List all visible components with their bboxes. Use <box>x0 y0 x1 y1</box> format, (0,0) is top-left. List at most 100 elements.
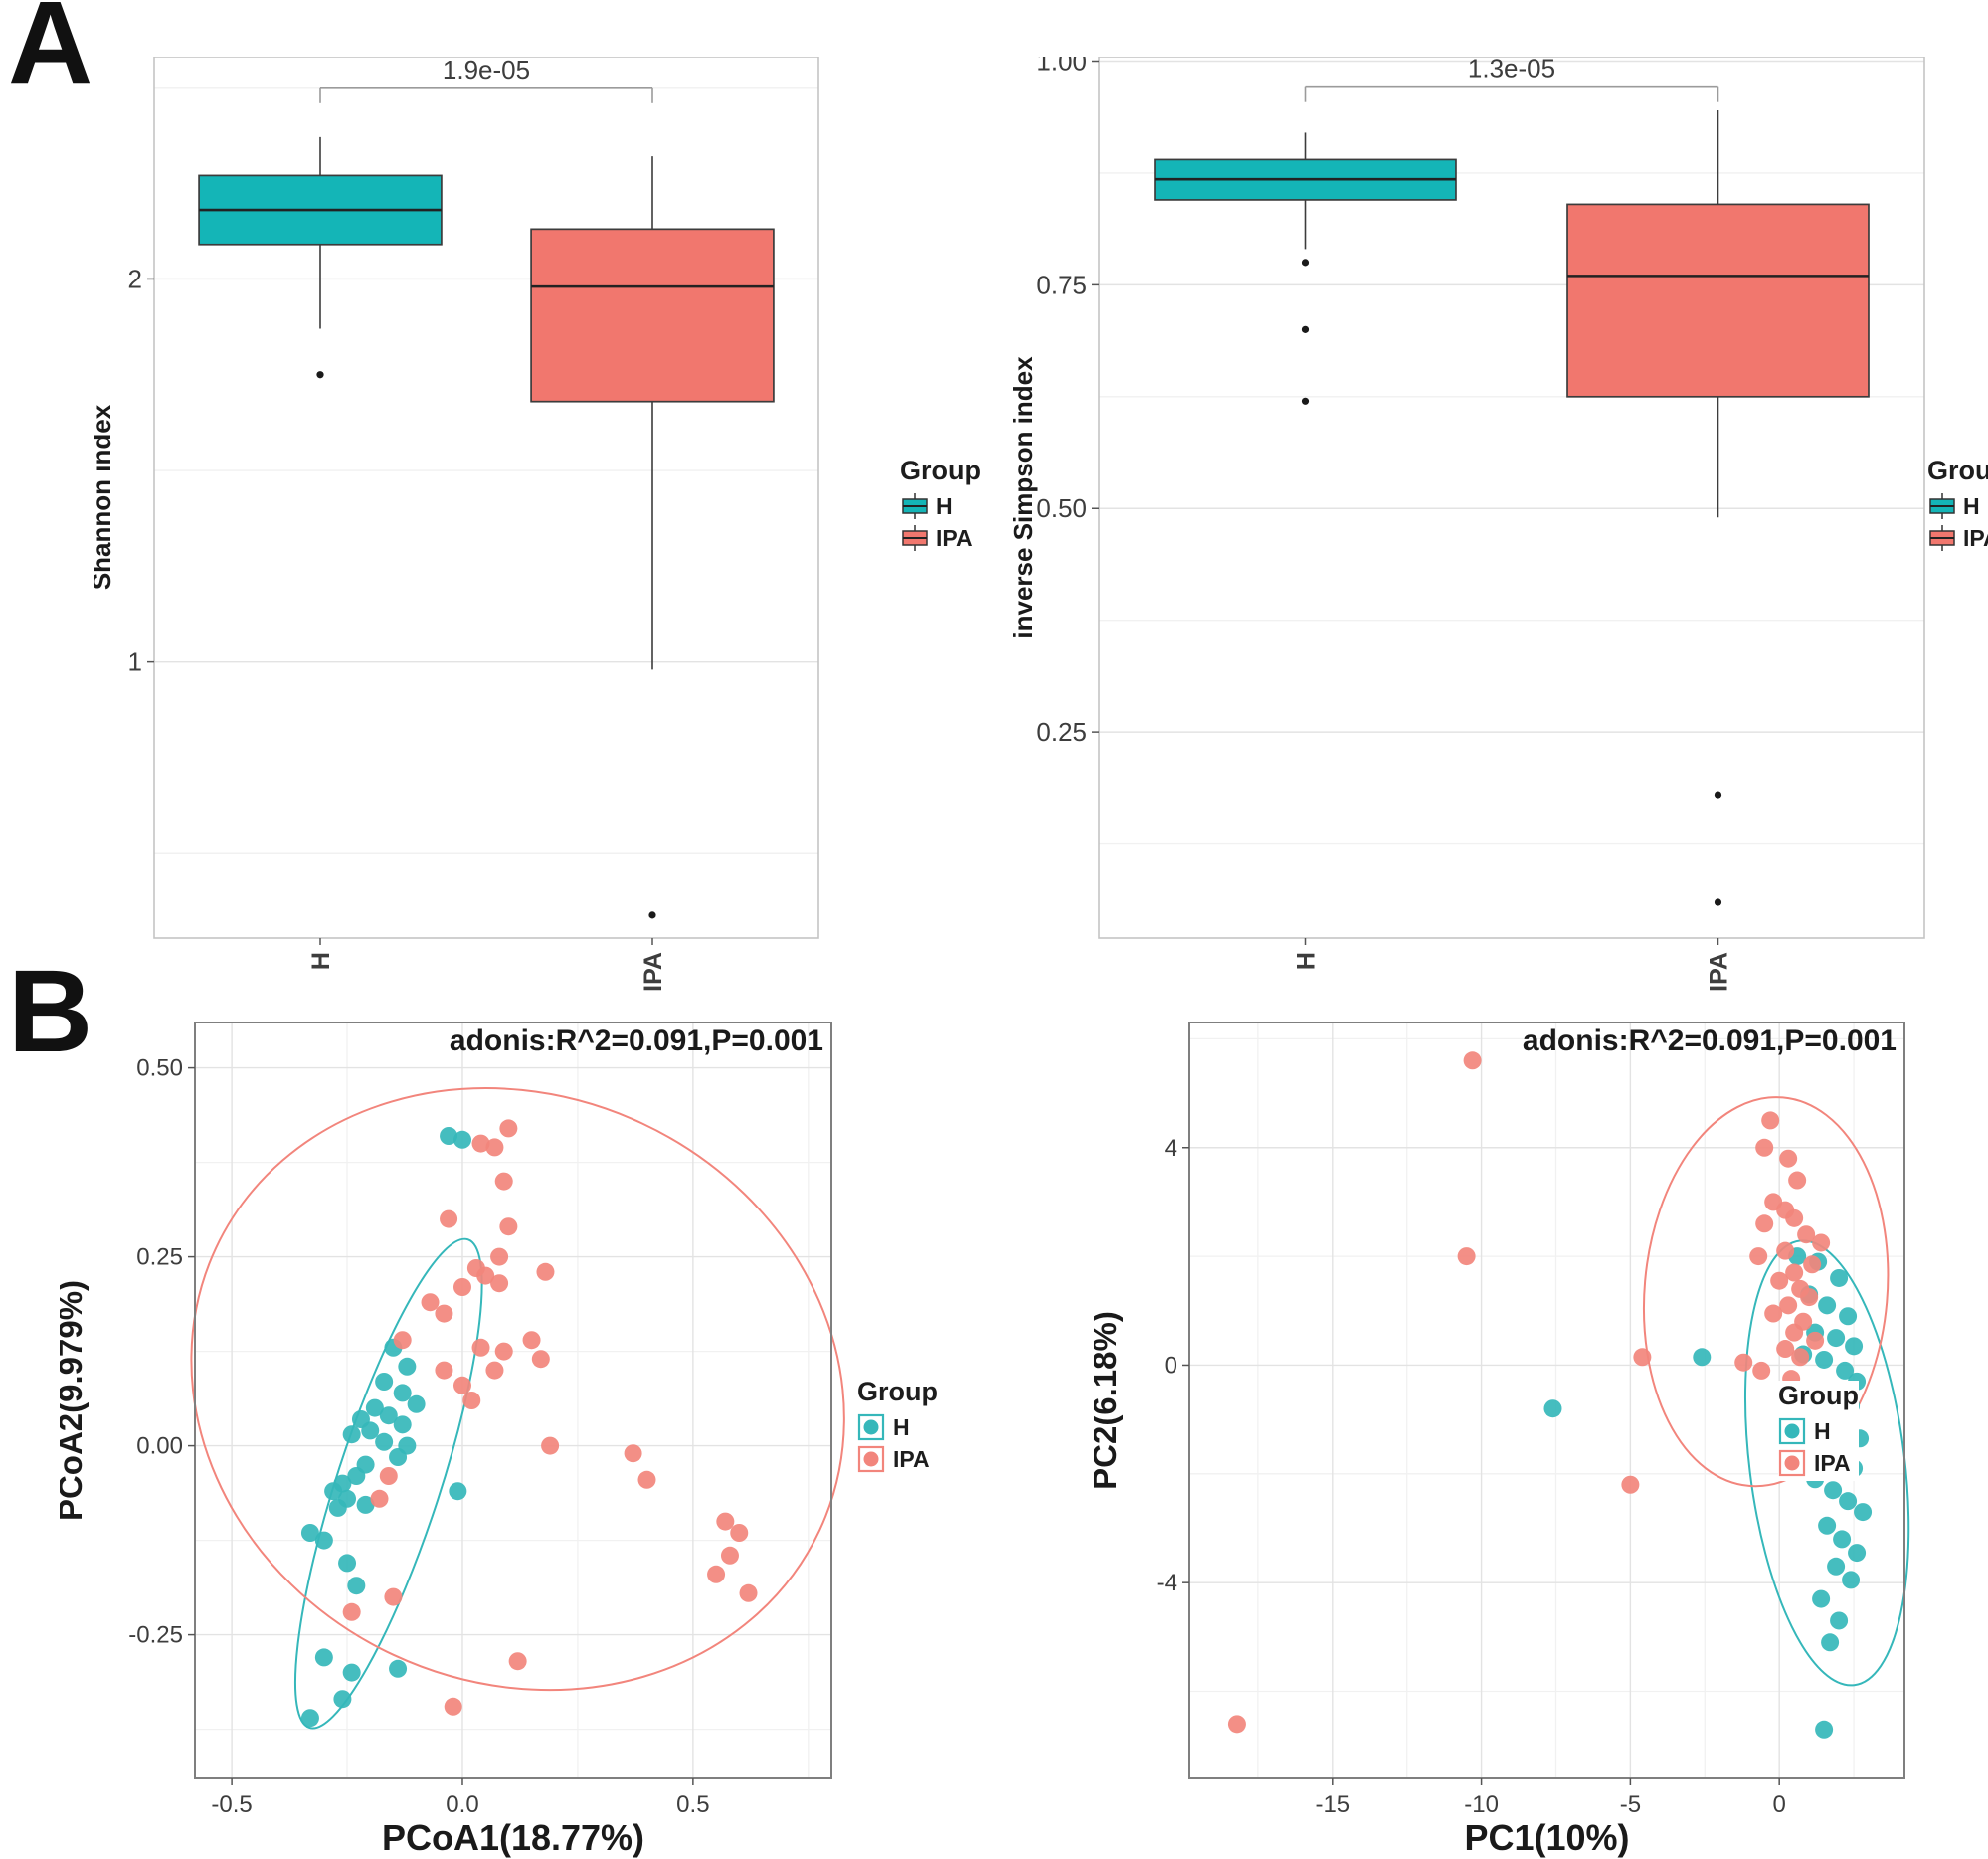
data-point <box>730 1524 749 1542</box>
legend-item-IPA: IPA <box>1927 524 1988 552</box>
data-point <box>494 1172 513 1191</box>
data-point <box>1830 1611 1849 1630</box>
data-point <box>508 1652 527 1671</box>
data-point <box>531 1350 550 1369</box>
data-point <box>739 1583 758 1602</box>
series-IPA <box>342 1119 758 1716</box>
data-point <box>365 1398 384 1417</box>
svg-text:H: H <box>1293 952 1321 970</box>
svg-text:-4: -4 <box>1157 1570 1177 1596</box>
data-point <box>342 1663 361 1682</box>
legend-item-IPA: IPA <box>900 524 981 552</box>
legend-item-IPA: IPA <box>1778 1449 1859 1477</box>
data-point <box>328 1498 347 1517</box>
svg-text:-15: -15 <box>1315 1791 1350 1818</box>
svg-text:0.0: 0.0 <box>446 1791 478 1818</box>
data-point <box>1788 1171 1807 1190</box>
data-point <box>522 1331 541 1350</box>
data-point <box>1815 1720 1834 1739</box>
y-axis-title: inverse Simpson index <box>1008 356 1038 639</box>
data-point <box>1463 1051 1482 1070</box>
data-point <box>624 1444 642 1463</box>
data-point <box>452 1376 471 1394</box>
data-point <box>421 1293 440 1312</box>
significance-bracket: 1.3e-05 <box>1304 54 1719 102</box>
data-point <box>1797 1225 1816 1244</box>
y-axis-title: PC2(6.18%) <box>1094 1311 1123 1490</box>
data-point <box>1854 1503 1873 1522</box>
svg-text:0.00: 0.00 <box>136 1433 183 1460</box>
boxplot-IPA <box>530 156 775 919</box>
data-point <box>1812 1233 1831 1252</box>
svg-text:-10: -10 <box>1464 1791 1499 1818</box>
legend-item-IPA: IPA <box>857 1445 938 1473</box>
simpson-svg: 1.3e-05 0.25 0.50 0.75 1.00 H IPA inverse Simps… <box>1008 46 1925 992</box>
data-point <box>485 1138 504 1157</box>
svg-text:4: 4 <box>1165 1135 1177 1162</box>
data-point <box>393 1415 412 1434</box>
data-point <box>1457 1247 1476 1266</box>
data-point <box>1803 1255 1822 1274</box>
series-H <box>300 1127 471 1728</box>
data-point <box>1621 1475 1640 1494</box>
panel-a-label: A <box>8 0 92 108</box>
p-value-label: 1.9e-05 <box>443 57 530 85</box>
significance-bracket: 1.9e-05 <box>319 55 653 103</box>
svg-text:IPA: IPA <box>639 952 667 992</box>
data-point <box>347 1577 366 1595</box>
x-axis-ticks: -0.5 0.0 0.5 <box>211 1778 710 1818</box>
legend-item-label: H <box>936 492 953 519</box>
legend-title: Group <box>857 1377 938 1406</box>
data-point <box>1815 1350 1834 1369</box>
data-point <box>471 1338 490 1357</box>
p-value-label: 1.3e-05 <box>1468 57 1555 84</box>
x-axis-ticks: -15 -10 -5 0 <box>1315 1778 1786 1818</box>
series-IPA <box>1227 1051 1831 1734</box>
data-point <box>324 1482 343 1501</box>
data-point <box>1749 1247 1768 1266</box>
data-point <box>1785 1263 1804 1282</box>
data-point <box>452 1278 471 1296</box>
data-point <box>393 1384 412 1402</box>
adonis-annotation: adonis:R^2=0.091,P=0.001 <box>450 1024 823 1057</box>
legend-title: Group <box>1778 1381 1859 1410</box>
y-axis-title: PCoA2(9.979%) <box>60 1280 89 1521</box>
data-point <box>1543 1399 1562 1418</box>
data-point <box>356 1495 375 1514</box>
data-point <box>314 1531 333 1550</box>
legend-item-H: H <box>857 1413 938 1441</box>
boxplot-key-icon <box>902 493 928 519</box>
inverse-simpson-boxplot: 1.3e-05 0.25 0.50 0.75 1.00 H IPA inverse Simps… <box>994 46 1944 1002</box>
confidence-ellipses <box>190 1087 845 1730</box>
data-point <box>541 1436 560 1455</box>
data-point <box>384 1587 403 1606</box>
svg-text:-0.5: -0.5 <box>211 1791 252 1818</box>
data-point <box>347 1467 366 1485</box>
gridlines-minor <box>195 1022 831 1778</box>
data-point <box>1818 1516 1837 1535</box>
svg-text:0: 0 <box>1772 1791 1785 1818</box>
svg-text:0.5: 0.5 <box>676 1791 709 1818</box>
data-point <box>485 1361 504 1380</box>
data-point <box>476 1266 495 1285</box>
data-point <box>314 1648 333 1667</box>
adonis-annotation: adonis:R^2=0.091,P=0.001 <box>1523 1024 1897 1057</box>
legend-item-label: H <box>893 1413 910 1440</box>
svg-text:0.50: 0.50 <box>1036 493 1087 523</box>
data-point <box>1827 1329 1846 1348</box>
legend-items: H IPA <box>1927 492 1988 552</box>
data-point <box>379 1467 398 1485</box>
legend-item-label: H <box>1814 1417 1831 1444</box>
data-point <box>1779 1149 1798 1168</box>
svg-text:0.50: 0.50 <box>136 1055 183 1082</box>
legend-items: H IPA <box>1778 1417 1859 1477</box>
data-point <box>462 1392 481 1409</box>
legend-pca: Group H IPA <box>1778 1381 1859 1481</box>
data-point <box>1227 1715 1246 1734</box>
data-point <box>494 1342 513 1361</box>
legend-item-label: H <box>1963 492 1980 519</box>
legend-title: Group <box>900 456 981 485</box>
data-point <box>1633 1348 1652 1367</box>
legend-item-label: IPA <box>936 524 973 551</box>
